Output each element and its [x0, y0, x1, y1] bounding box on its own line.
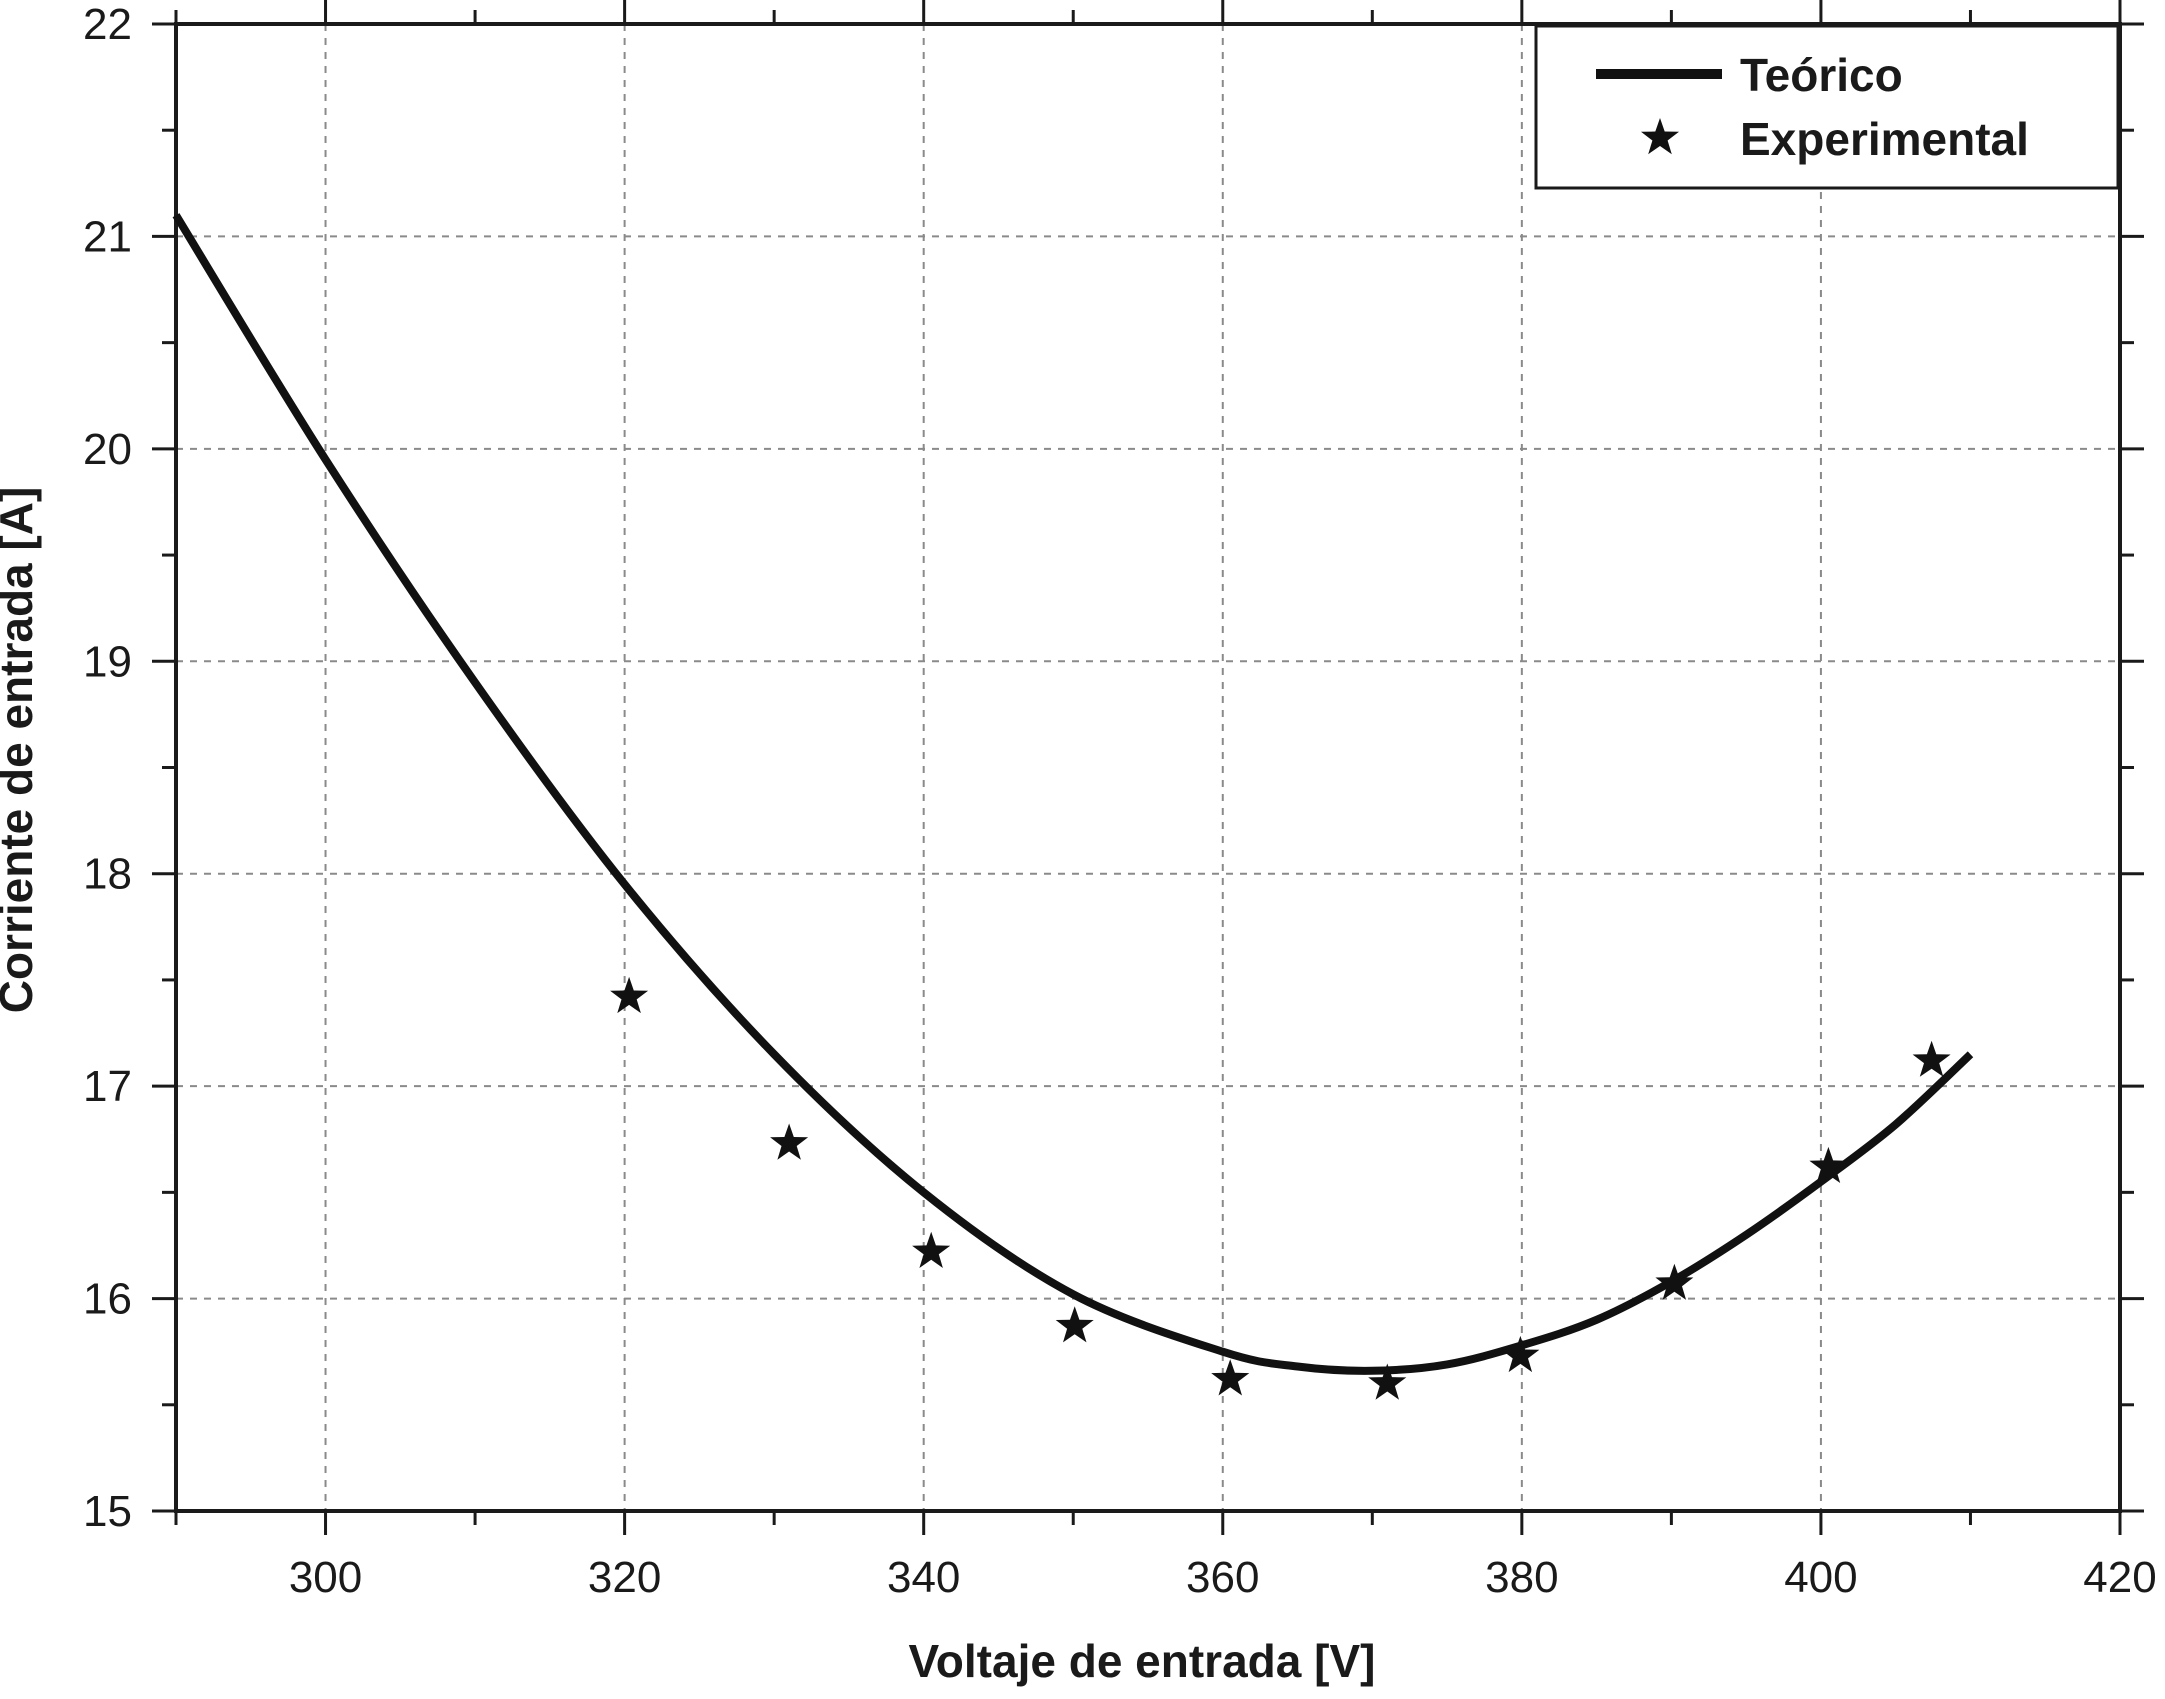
x-tick-label: 360: [1186, 1553, 1259, 1602]
data-point-experimental: [1368, 1363, 1407, 1400]
series: [172, 213, 1974, 1400]
data-point-experimental: [1809, 1146, 1848, 1183]
grid: [176, 24, 2120, 1511]
x-tick-label: 340: [887, 1553, 960, 1602]
y-tick-label: 16: [83, 1275, 132, 1324]
x-tick-labels: 300 320 340 360 380 400 420: [289, 1553, 2157, 1602]
data-point-experimental: [1501, 1335, 1540, 1373]
data-point-experimental: [770, 1123, 809, 1160]
data-point-experimental: [1912, 1040, 1951, 1077]
x-tick-label: 320: [588, 1553, 661, 1602]
legend-label-teorico: Teórico: [1740, 49, 1903, 101]
y-tick-label: 21: [83, 212, 132, 261]
y-tick-labels: 15 16 17 18 19 20 21 22: [83, 0, 132, 1536]
y-tick-label: 15: [83, 1487, 132, 1536]
y-tick-label: 20: [83, 425, 132, 474]
x-tick-label: 420: [2083, 1553, 2156, 1602]
legend-label-experimental: Experimental: [1740, 113, 2029, 165]
data-point-experimental: [912, 1231, 951, 1268]
y-tick-label: 18: [83, 850, 132, 899]
legend: Teórico Experimental: [1534, 24, 2120, 190]
series-line-teorico: [172, 213, 1974, 1375]
y-tick-label: 19: [83, 637, 132, 686]
data-point-experimental: [1655, 1263, 1694, 1300]
y-axis-label: Corriente de entrada [A]: [0, 487, 42, 1014]
x-tick-label: 400: [1784, 1553, 1857, 1602]
y-tick-label: 17: [83, 1062, 132, 1111]
data-point-experimental: [610, 976, 649, 1014]
plot-frame: [174, 22, 2122, 1513]
legend-box: [1534, 24, 2120, 190]
legend-star-icon: [1641, 118, 1679, 155]
x-tick-label: 300: [289, 1553, 362, 1602]
x-axis-label: Voltaje de entrada [V]: [909, 1635, 1376, 1687]
data-point-experimental: [1055, 1306, 1094, 1343]
axis-ticks: [152, 0, 2144, 1535]
data-point-experimental: [1211, 1359, 1250, 1396]
x-tick-label: 380: [1485, 1553, 1558, 1602]
y-tick-label: 22: [83, 0, 132, 49]
